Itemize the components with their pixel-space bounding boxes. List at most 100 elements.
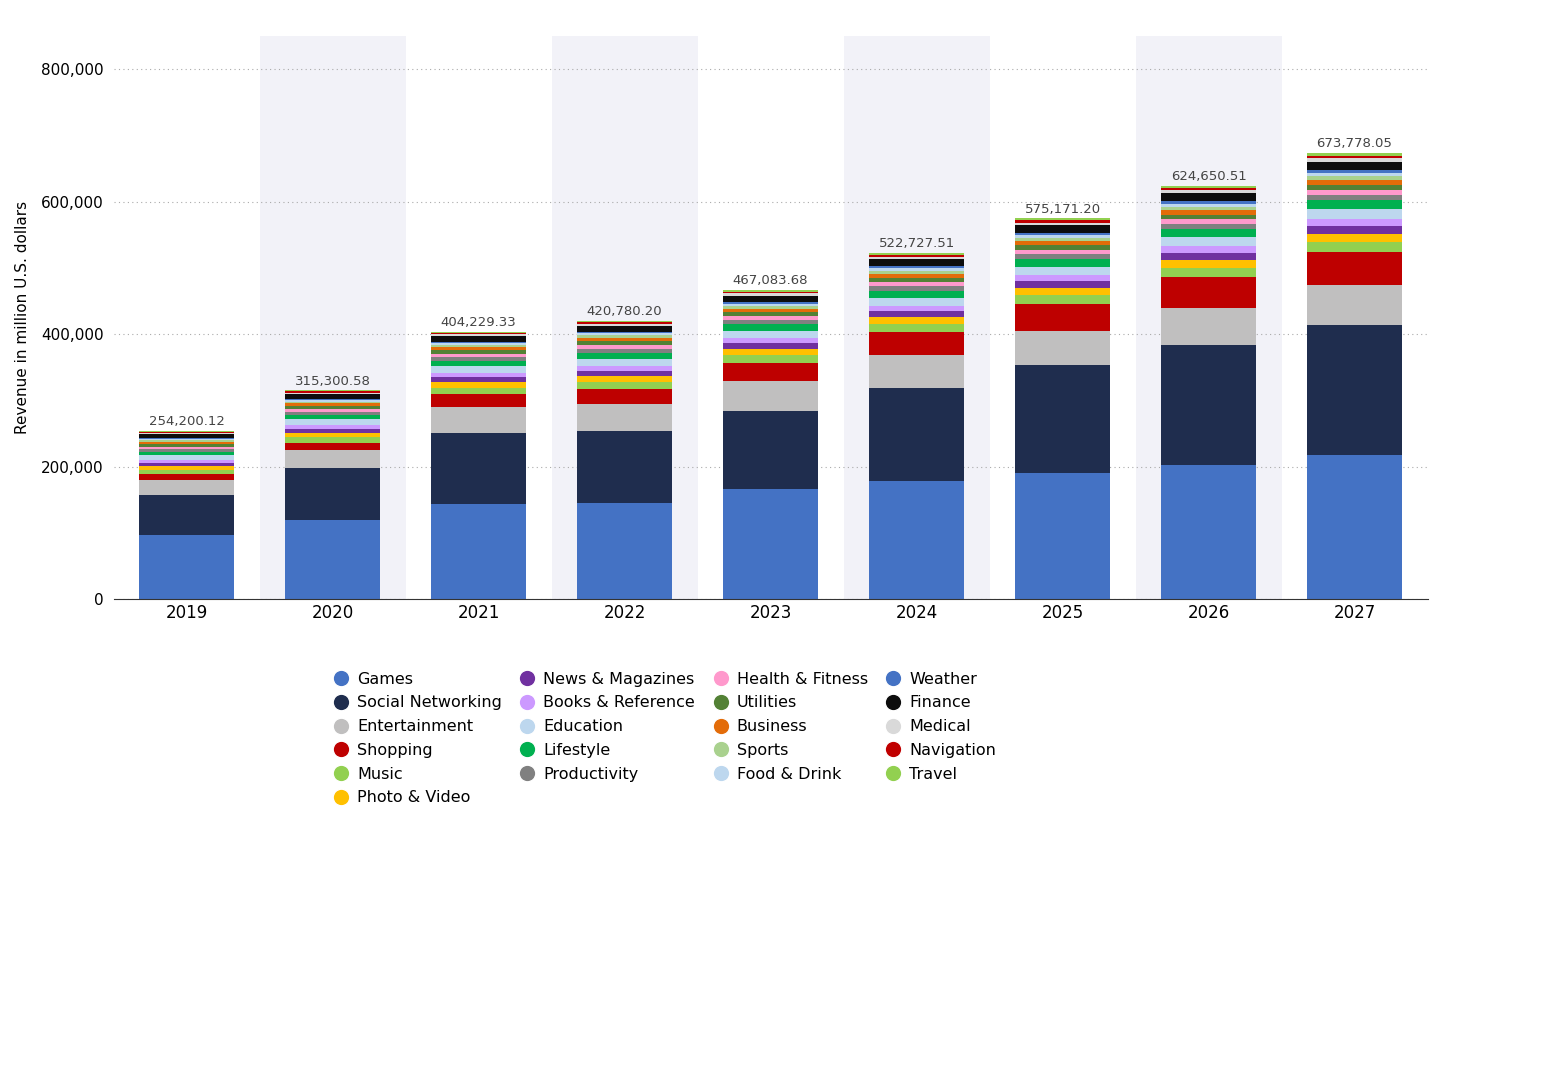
Bar <box>431 357 525 361</box>
Bar <box>1308 153 1402 156</box>
Text: 575,171.20: 575,171.20 <box>1024 203 1101 216</box>
Bar <box>140 494 234 534</box>
Y-axis label: Revenue in million U.S. dollars: Revenue in million U.S. dollars <box>16 201 30 435</box>
Bar <box>577 342 673 345</box>
Bar <box>140 481 234 494</box>
Bar <box>1308 242 1402 252</box>
Bar <box>723 411 818 489</box>
Bar <box>285 412 379 415</box>
Bar <box>723 316 818 320</box>
Bar <box>140 462 234 466</box>
Bar <box>431 334 525 336</box>
Bar <box>1014 331 1110 365</box>
Bar <box>285 433 379 437</box>
Bar <box>431 350 525 354</box>
Bar <box>577 320 673 321</box>
Text: 624,650.51: 624,650.51 <box>1171 170 1247 183</box>
Bar <box>1014 238 1110 241</box>
Bar <box>1014 218 1110 220</box>
Bar <box>285 443 379 451</box>
Bar <box>431 333 525 334</box>
Bar <box>140 444 234 446</box>
Bar <box>723 343 818 349</box>
Bar <box>577 431 673 503</box>
Bar <box>1014 304 1110 331</box>
Bar <box>285 468 379 520</box>
Bar <box>1162 190 1256 193</box>
Bar <box>1014 281 1110 288</box>
Bar <box>285 398 379 399</box>
Bar <box>869 273 964 278</box>
Bar <box>577 376 673 382</box>
Bar <box>431 347 525 350</box>
Bar <box>723 489 818 599</box>
Bar <box>1162 268 1256 278</box>
Bar <box>140 460 234 462</box>
Bar <box>723 363 818 381</box>
Bar <box>260 36 406 599</box>
Bar <box>869 256 964 260</box>
Bar <box>1162 210 1256 215</box>
Bar <box>723 349 818 356</box>
Bar <box>723 305 818 309</box>
Text: 254,200.12: 254,200.12 <box>149 415 224 428</box>
Bar <box>431 377 525 382</box>
Bar <box>723 294 818 296</box>
Bar <box>552 36 698 599</box>
Bar <box>723 289 818 292</box>
Bar <box>577 335 673 339</box>
Bar <box>1014 250 1110 254</box>
Bar <box>1014 246 1110 250</box>
Bar <box>1308 219 1402 225</box>
Bar <box>1308 455 1402 599</box>
Bar <box>140 439 234 440</box>
Bar <box>431 373 525 377</box>
Legend: Games, Social Networking, Entertainment, Shopping, Music, Photo & Video, News & : Games, Social Networking, Entertainment,… <box>326 663 1004 814</box>
Text: 315,300.58: 315,300.58 <box>295 375 370 388</box>
Bar <box>1014 235 1110 238</box>
Bar <box>869 388 964 481</box>
Bar <box>869 332 964 356</box>
Bar <box>869 298 964 305</box>
Bar <box>869 255 964 256</box>
Bar <box>1162 204 1256 206</box>
Bar <box>869 260 964 266</box>
Bar <box>1162 215 1256 219</box>
Bar <box>1308 225 1402 234</box>
Bar <box>723 325 818 331</box>
Bar <box>431 331 525 333</box>
Bar <box>577 339 673 342</box>
Bar <box>577 382 673 389</box>
Bar <box>869 311 964 317</box>
Bar <box>1014 222 1110 225</box>
Bar <box>1308 234 1402 242</box>
Bar <box>140 455 234 460</box>
Bar <box>577 326 673 332</box>
Bar <box>1308 325 1402 455</box>
Bar <box>1014 365 1110 473</box>
Bar <box>869 317 964 325</box>
Bar <box>869 325 964 332</box>
Bar <box>1162 465 1256 599</box>
Bar <box>431 366 525 373</box>
Bar <box>140 452 234 455</box>
Bar <box>869 278 964 282</box>
Bar <box>1014 233 1110 235</box>
Bar <box>285 415 379 420</box>
Bar <box>723 303 818 305</box>
Bar <box>431 407 525 433</box>
Bar <box>577 354 673 359</box>
Bar <box>1162 237 1256 247</box>
Bar <box>723 320 818 325</box>
Bar <box>577 345 673 349</box>
Text: 420,780.20: 420,780.20 <box>586 305 662 318</box>
Bar <box>140 446 234 449</box>
Bar <box>577 503 673 599</box>
Bar <box>1162 206 1256 210</box>
Bar <box>140 449 234 452</box>
Bar <box>869 253 964 255</box>
Bar <box>869 271 964 273</box>
Bar <box>723 292 818 294</box>
Bar <box>1014 241 1110 246</box>
Bar <box>723 296 818 302</box>
